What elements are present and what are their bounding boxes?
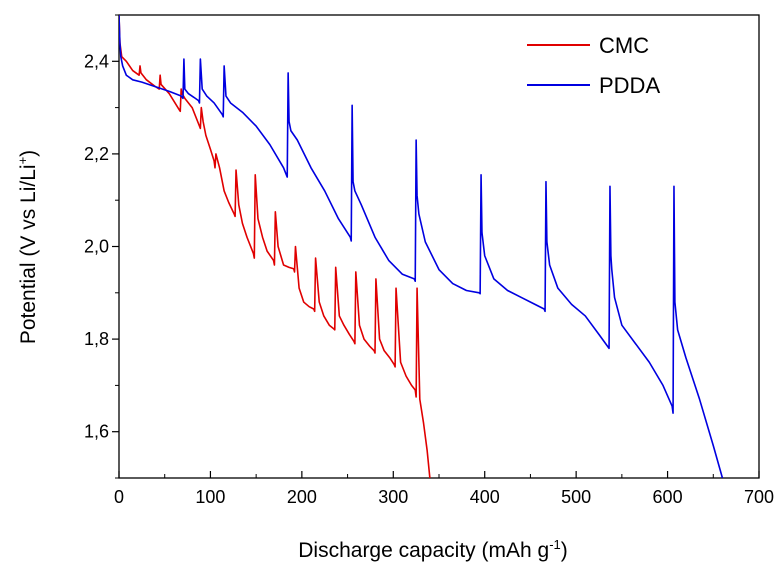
y-tick-label: 2,0 [84, 237, 109, 257]
series-line-pdda [119, 15, 724, 478]
y-tick-label: 1,8 [84, 329, 109, 349]
x-axis-title-sup: -1 [549, 537, 561, 552]
tick-labels: 0 100 200 300 400 500 600 700 1,6 1,8 2,0 2,2 2,4 [84, 51, 774, 507]
x-tick-label: 200 [287, 487, 317, 507]
x-tick-label: 700 [744, 487, 774, 507]
x-axis-title-end: ) [561, 539, 568, 562]
x-tick-label: 600 [653, 487, 683, 507]
y-tick-label: 1,6 [84, 422, 109, 442]
x-axis-title-main: Discharge capacity (mAh g [298, 539, 549, 562]
legend: CMC PDDA [527, 33, 660, 98]
x-tick-label: 100 [195, 487, 225, 507]
series-layer [119, 15, 724, 478]
y-axis-title: Potential (V vs Li/Li+) [15, 150, 40, 344]
x-tick-label: 400 [470, 487, 500, 507]
y-axis-title-end: ) [17, 150, 40, 157]
x-tick-label: 500 [561, 487, 591, 507]
x-tick-label: 0 [114, 487, 124, 507]
legend-label-pdda: PDDA [599, 73, 660, 98]
legend-label-cmc: CMC [599, 33, 649, 58]
y-axis-title-sup: + [15, 157, 30, 165]
x-axis-title: Discharge capacity (mAh g-1) [298, 537, 568, 562]
plot-area-border [118, 14, 760, 479]
ticks [112, 14, 760, 479]
y-axis-title-main: Potential (V vs Li/Li [17, 164, 40, 344]
x-tick-label: 300 [378, 487, 408, 507]
plot-frame [118, 14, 760, 479]
series-line-cmc [119, 15, 431, 478]
y-tick-label: 2,4 [84, 51, 109, 71]
y-tick-label: 2,2 [84, 144, 109, 164]
